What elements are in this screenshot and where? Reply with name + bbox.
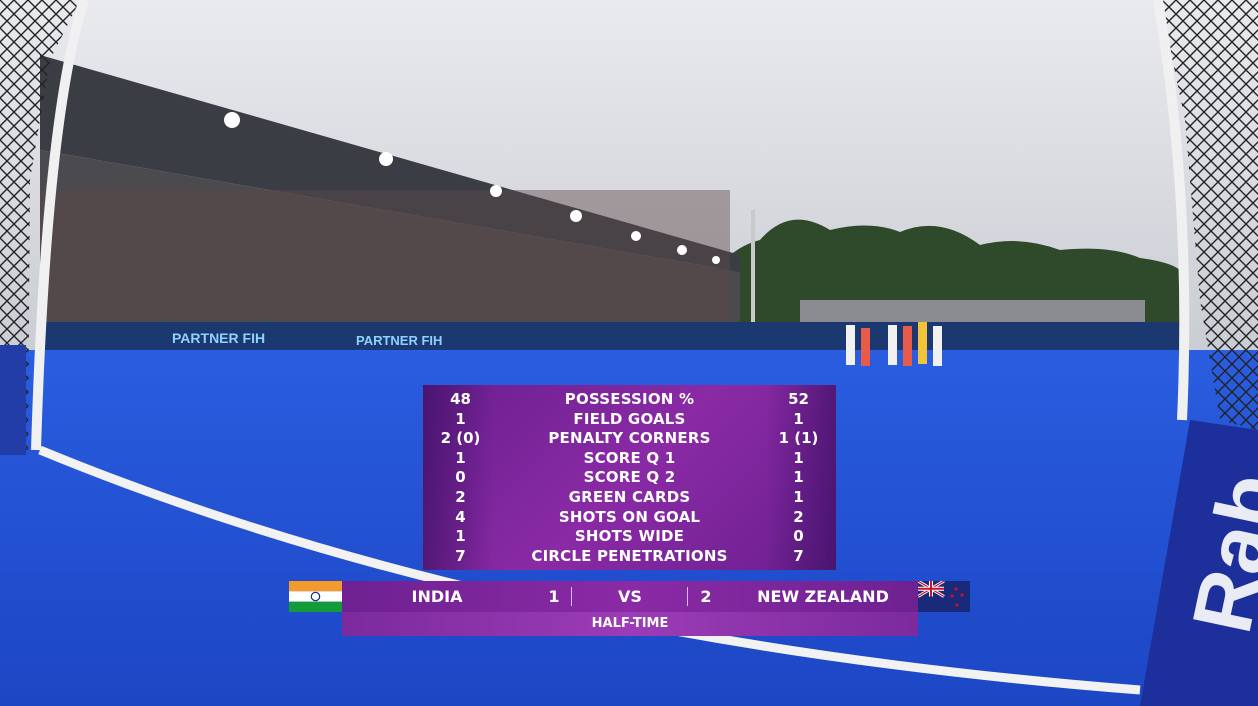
stat-away-value: 2 xyxy=(793,507,804,526)
stat-label: PENALTY CORNERS xyxy=(548,429,711,448)
banner-left: PARTNER FIH xyxy=(172,330,265,346)
match-status: HALF-TIME xyxy=(342,612,918,636)
floodlight xyxy=(712,256,720,264)
separator xyxy=(687,587,688,606)
vs-label: VS xyxy=(618,587,642,606)
home-score: 1 xyxy=(548,587,560,606)
stat-away-value: 0 xyxy=(793,527,804,546)
stat-home-value: 2 xyxy=(455,488,466,506)
pole xyxy=(751,210,755,350)
stand-seating xyxy=(40,150,740,345)
stat-label: SCORE Q 2 xyxy=(583,468,676,487)
stat-away-value: 1 xyxy=(793,468,804,487)
stat-home-value: 0 xyxy=(455,468,466,487)
stat-row: 48 POSSESSION % 52 xyxy=(423,390,836,410)
stat-label: FIELD GOALS xyxy=(573,409,686,428)
stat-row: 1 SCORE Q 1 1 xyxy=(423,449,836,469)
floodlight xyxy=(677,245,687,255)
ad-boards xyxy=(40,322,1180,352)
stat-label: GREEN CARDS xyxy=(568,488,691,506)
stat-label: CIRCLE PENETRATIONS xyxy=(531,546,728,565)
stat-label: POSSESSION % xyxy=(564,390,695,408)
floodlight xyxy=(490,185,502,197)
left-board xyxy=(0,345,26,455)
stat-home-value: 1 xyxy=(455,409,466,428)
floodlight xyxy=(570,210,582,222)
panel-decoration xyxy=(766,385,836,570)
match-stats-panel: 48 POSSESSION % 52 1 FIELD GOALS 1 2 (0) PENALT… xyxy=(423,385,836,570)
players xyxy=(846,322,942,366)
stat-row: 2 GREEN CARDS 1 xyxy=(423,488,836,508)
stand-crowd xyxy=(40,190,730,320)
stat-home-value: 7 xyxy=(455,546,466,565)
stat-away-value: 1 (1) xyxy=(778,429,819,448)
stat-away-value: 1 xyxy=(793,448,804,467)
banner-mid: PARTNER FIH xyxy=(356,333,442,348)
india-flag-icon xyxy=(289,581,342,612)
stat-home-value: 48 xyxy=(450,390,471,408)
stat-row: 1 SHOTS WIDE 0 xyxy=(423,527,836,547)
stat-row: 4 SHOTS ON GOAL 2 xyxy=(423,508,836,528)
left-post xyxy=(31,0,89,451)
scoreboard-bar: INDIA 1 VS 2 NEW ZEALAND xyxy=(342,581,918,612)
stat-label: SHOTS ON GOAL xyxy=(558,507,701,526)
floodlight xyxy=(379,152,393,166)
panel-decoration xyxy=(423,385,493,570)
status-text: HALF-TIME xyxy=(591,616,669,631)
stat-away-value: 1 xyxy=(793,488,804,506)
stat-away-value: 1 xyxy=(793,409,804,428)
right-net xyxy=(1160,0,1258,430)
stat-row: 7 CIRCLE PENETRATIONS 7 xyxy=(423,547,836,567)
stat-row: 0 SCORE Q 2 1 xyxy=(423,468,836,488)
stat-home-value: 1 xyxy=(455,527,466,546)
separator xyxy=(571,587,572,606)
stat-away-value: 52 xyxy=(788,390,809,408)
floodlight xyxy=(224,112,240,128)
stat-home-value: 2 (0) xyxy=(440,429,481,448)
stat-away-value: 7 xyxy=(793,546,804,565)
new-zealand-flag-icon xyxy=(917,579,970,612)
away-score: 2 xyxy=(700,587,712,606)
home-team-name: INDIA xyxy=(411,587,463,606)
stat-home-value: 1 xyxy=(455,448,466,467)
stat-row: 1 FIELD GOALS 1 xyxy=(423,410,836,430)
right-post xyxy=(1153,0,1190,421)
stat-label: SHOTS WIDE xyxy=(574,527,685,546)
away-team-name: NEW ZEALAND xyxy=(757,587,889,606)
right-board xyxy=(1140,420,1258,706)
stat-home-value: 4 xyxy=(455,507,466,526)
stat-row: 2 (0) PENALTY CORNERS 1 (1) xyxy=(423,429,836,449)
stat-label: SCORE Q 1 xyxy=(583,448,676,467)
left-net xyxy=(0,0,80,450)
floodlight xyxy=(631,231,641,241)
